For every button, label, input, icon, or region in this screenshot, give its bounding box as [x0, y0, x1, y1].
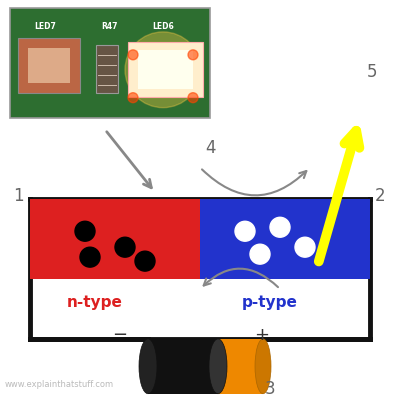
Bar: [28, 48, 70, 83]
Circle shape: [188, 50, 198, 60]
Circle shape: [135, 251, 155, 271]
Circle shape: [188, 93, 198, 103]
Circle shape: [250, 244, 270, 264]
Text: LED7: LED7: [34, 22, 56, 31]
Text: 1: 1: [13, 187, 23, 205]
Text: +: +: [254, 326, 270, 344]
Circle shape: [128, 93, 138, 103]
Circle shape: [295, 237, 315, 257]
Text: 4: 4: [205, 138, 215, 156]
Circle shape: [125, 32, 201, 108]
Text: 2: 2: [375, 187, 385, 205]
Bar: [30, 199, 200, 279]
Circle shape: [235, 221, 255, 241]
Text: R47: R47: [102, 22, 118, 31]
Bar: [96, 45, 118, 93]
Ellipse shape: [139, 339, 157, 394]
Circle shape: [128, 50, 138, 60]
Text: n-type: n-type: [67, 295, 123, 310]
Circle shape: [270, 217, 290, 237]
Text: www.explainthatstuff.com: www.explainthatstuff.com: [5, 380, 114, 389]
Ellipse shape: [209, 339, 227, 394]
Bar: [148, 339, 218, 394]
Bar: [218, 339, 263, 394]
Bar: [128, 42, 203, 97]
Text: LED6: LED6: [152, 22, 174, 31]
Text: p-type: p-type: [242, 295, 298, 310]
Bar: [10, 8, 210, 118]
Circle shape: [115, 237, 135, 257]
Text: −: −: [112, 326, 128, 344]
Circle shape: [75, 221, 95, 241]
Bar: [18, 38, 80, 93]
Bar: [200, 199, 370, 279]
Text: 3: 3: [265, 380, 275, 398]
Text: 5: 5: [367, 63, 377, 81]
Ellipse shape: [255, 339, 271, 394]
Circle shape: [80, 247, 100, 267]
Bar: [138, 50, 193, 89]
